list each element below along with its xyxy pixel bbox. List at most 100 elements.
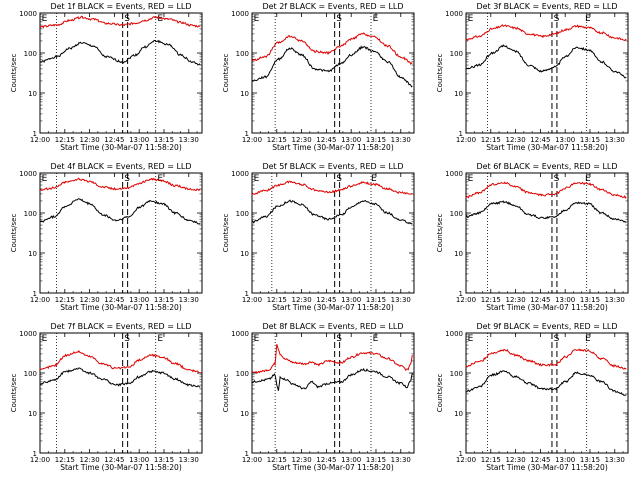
y-axis-label: Counts/sec <box>436 54 444 93</box>
y-tick-label: 1000 <box>231 170 249 178</box>
x-tick-label: 12:45 <box>104 136 124 144</box>
y-axis-label: Counts/sec <box>222 214 230 253</box>
y-tick-label: 100 <box>450 370 463 378</box>
x-tick-label: 12:30 <box>291 136 311 144</box>
event-marker-label: E <box>373 14 379 24</box>
lld-series-line <box>251 344 413 374</box>
panel-title: Det 4f BLACK = Events, RED = LLD <box>50 162 191 171</box>
x-tick-label: 12:00 <box>242 296 262 304</box>
panel-title: Det 1f BLACK = Events, RED = LLD <box>50 2 191 11</box>
events-series-line <box>251 199 413 225</box>
y-axis-label: Counts/sec <box>436 214 444 253</box>
x-tick-label: 12:15 <box>55 296 75 304</box>
x-tick-label: 12:30 <box>505 136 525 144</box>
x-tick-label: 12:30 <box>291 456 311 464</box>
event-marker-label: S <box>124 14 130 24</box>
event-marker-label: E <box>42 334 48 344</box>
event-marker-label: E <box>157 174 163 184</box>
event-marker-label: E <box>42 14 48 24</box>
event-marker-label: E <box>42 174 48 184</box>
x-tick-label: 12:45 <box>316 456 336 464</box>
y-tick-label: 100 <box>24 210 37 218</box>
x-tick-label: 13:15 <box>580 296 600 304</box>
x-tick-label: 12:15 <box>481 456 501 464</box>
y-tick-label: 10 <box>240 250 249 258</box>
x-tick-label: 12:15 <box>55 136 75 144</box>
event-marker-label: E <box>254 14 260 24</box>
x-tick-label: 12:45 <box>104 296 124 304</box>
y-tick-label: 10 <box>454 410 463 418</box>
x-tick-label: 13:00 <box>341 136 361 144</box>
y-tick-label: 1000 <box>445 330 463 338</box>
y-tick-label: 1 <box>459 450 463 458</box>
event-marker-label: E <box>468 174 474 184</box>
x-axis-label: Start Time (30-Mar-07 11:58:20) <box>60 303 182 312</box>
event-marker-label: E <box>371 174 377 184</box>
y-tick-label: 100 <box>450 50 463 58</box>
y-axis-label: Counts/sec <box>10 214 18 253</box>
x-tick-label: 13:00 <box>555 296 575 304</box>
events-series-line <box>465 44 627 79</box>
panel-title: Det 6f BLACK = Events, RED = LLD <box>476 162 617 171</box>
x-tick-label: 13:00 <box>129 456 149 464</box>
x-tick-label: 12:45 <box>530 456 550 464</box>
panel-title: Det 9f BLACK = Events, RED = LLD <box>476 322 617 331</box>
y-axis-label: Counts/sec <box>436 374 444 413</box>
lld-series-line <box>39 15 201 29</box>
y-axis-label: Counts/sec <box>10 374 18 413</box>
x-tick-label: 13:00 <box>129 136 149 144</box>
x-tick-label: 13:15 <box>154 456 174 464</box>
plot-frame <box>251 172 415 294</box>
x-tick-label: 12:15 <box>55 456 75 464</box>
x-tick-label: 13:15 <box>580 136 600 144</box>
y-tick-label: 1 <box>245 130 249 138</box>
x-tick-label: 13:00 <box>555 136 575 144</box>
y-tick-label: 1 <box>245 450 249 458</box>
event-marker-label: E <box>254 174 260 184</box>
plot-frame <box>251 332 415 454</box>
x-axis-label: Start Time (30-Mar-07 11:58:20) <box>486 463 608 472</box>
panel-title: Det 3f BLACK = Events, RED = LLD <box>476 2 617 11</box>
chart-panel: Det 8f BLACK = Events, RED = LLD 12:00 12:… <box>222 322 415 472</box>
panel-title: Det 5f BLACK = Events, RED = LLD <box>262 162 403 171</box>
y-tick-label: 1000 <box>19 170 37 178</box>
x-tick-label: 13:15 <box>580 456 600 464</box>
plot-frame <box>465 332 629 454</box>
y-tick-label: 10 <box>28 250 37 258</box>
panel-title: Det 2f BLACK = Events, RED = LLD <box>262 2 403 11</box>
x-tick-label: 13:00 <box>555 456 575 464</box>
x-tick-label: 13:15 <box>366 136 386 144</box>
lld-series-line <box>465 348 627 370</box>
y-tick-label: 100 <box>24 370 37 378</box>
plot-frame <box>465 172 629 294</box>
event-marker-label: S <box>336 14 342 24</box>
event-marker-label: E <box>157 334 163 344</box>
y-tick-label: 1000 <box>231 330 249 338</box>
lld-series-line <box>465 24 627 42</box>
y-tick-label: 1 <box>459 290 463 298</box>
x-tick-label: 13:00 <box>129 296 149 304</box>
y-tick-label: 1000 <box>231 10 249 18</box>
event-marker-label: E <box>254 334 260 344</box>
chart-panel: Det 5f BLACK = Events, RED = LLD 12:00 12:… <box>222 162 415 312</box>
events-series-line <box>39 39 201 66</box>
y-tick-label: 10 <box>240 410 249 418</box>
plot-frame <box>39 172 203 294</box>
x-tick-label: 13:15 <box>154 136 174 144</box>
y-tick-label: 1000 <box>19 330 37 338</box>
events-series-line <box>40 198 201 225</box>
x-tick-label: 12:45 <box>530 296 550 304</box>
chart-panel: Det 9f BLACK = Events, RED = LLD 12:00 12:… <box>436 322 629 472</box>
chart-panel: Det 7f BLACK = Events, RED = LLD 12:00 12:… <box>10 322 203 472</box>
event-marker-label: S <box>336 174 342 184</box>
x-tick-label: 12:00 <box>30 456 50 464</box>
x-axis-label: Start Time (30-Mar-07 11:58:20) <box>272 463 394 472</box>
x-tick-label: 12:00 <box>456 136 476 144</box>
event-marker-label: S <box>554 14 560 24</box>
y-tick-label: 10 <box>454 90 463 98</box>
x-tick-label: 12:30 <box>505 456 525 464</box>
x-tick-label: 12:30 <box>79 456 99 464</box>
panel-title: Det 7f BLACK = Events, RED = LLD <box>50 322 191 331</box>
x-tick-label: 12:15 <box>481 296 501 304</box>
